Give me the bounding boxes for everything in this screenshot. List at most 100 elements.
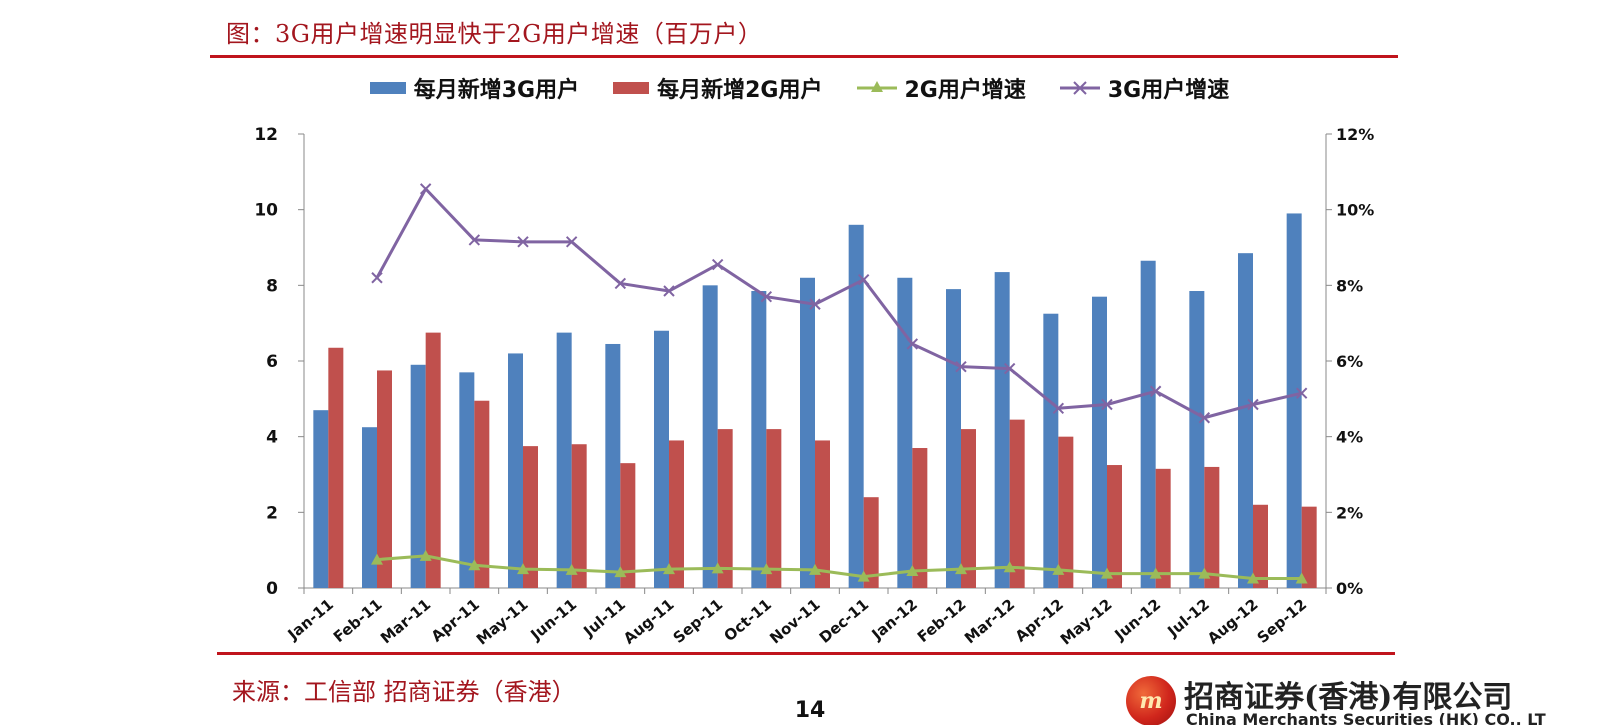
- bar-3g-new-users: [897, 277, 913, 588]
- marker-2g-growth: [955, 563, 967, 575]
- y-right-tick-label: 10%: [1336, 201, 1374, 220]
- x-tick-label: Jun-12: [1110, 595, 1164, 644]
- y-left-tick-label: 12: [254, 125, 278, 145]
- legend-label-2g-bar: 每月新增2G用户: [657, 78, 823, 103]
- x-tick-label: Feb-11: [330, 595, 386, 646]
- marker-3g-growth: [809, 298, 821, 310]
- bar-2g-new-users: [1058, 436, 1074, 588]
- y-right-tick-label: 2%: [1336, 503, 1363, 522]
- x-tick-label: Mar-11: [377, 595, 434, 647]
- bar-3g-new-users: [1238, 253, 1253, 589]
- bar-2g-new-users: [815, 440, 830, 588]
- marker-2g-growth: [565, 563, 578, 575]
- bar-3g-new-users: [848, 224, 864, 589]
- marker-3g-growth: [760, 290, 773, 303]
- footer-divider: [217, 652, 1395, 655]
- x-tick-label: May-11: [473, 595, 532, 648]
- combo-chart: 0246810120%2%4%6%8%10%12%Jan-11Feb-11Mar…: [254, 125, 1374, 649]
- y-left-tick-label: 4: [266, 428, 278, 448]
- legend-swatch-3g-bar: [369, 82, 406, 94]
- bar-3g-new-users: [1092, 296, 1107, 588]
- page-number: 14: [794, 698, 826, 723]
- figure-title: 图：3G用户增速明显快于2G用户增速（百万户）: [226, 20, 763, 48]
- legend-swatch-3g-line: [1059, 81, 1100, 95]
- marker-2g-growth: [614, 566, 627, 578]
- bar-3g-new-users: [508, 353, 523, 588]
- marker-3g-growth: [468, 234, 481, 246]
- x-tick-label: Feb-12: [914, 595, 970, 646]
- marker-2g-growth: [906, 564, 919, 576]
- bar-2g-new-users: [912, 448, 928, 588]
- bar-3g-new-users: [1140, 260, 1156, 588]
- y-right-tick-label: 8%: [1336, 276, 1363, 295]
- bar-2g-new-users: [863, 497, 879, 588]
- brand-name-en: China Merchants Securities (HK) CO., LTD…: [1186, 710, 1546, 725]
- y-left-tick-label: 0: [266, 579, 278, 599]
- bar-2g-new-users: [961, 429, 976, 588]
- marker-2g-growth: [663, 563, 675, 575]
- legend-item-2g-line: 2G用户增速: [856, 72, 1026, 104]
- line-3g-growth: [375, 187, 1303, 420]
- marker-2g-growth: [371, 553, 383, 565]
- x-tick-label: Jan-11: [284, 595, 337, 644]
- bar-2g-new-users: [1253, 504, 1268, 588]
- marker-2g-growth: [760, 563, 773, 575]
- marker-3g-growth: [1101, 398, 1113, 411]
- bar-3g-new-users: [946, 289, 961, 588]
- marker-3g-growth: [1003, 362, 1016, 375]
- marker-3g-growth: [906, 338, 919, 350]
- y-right-tick-label: 12%: [1336, 125, 1374, 144]
- bar-3g-new-users: [556, 332, 572, 588]
- bar-2g-new-users: [717, 429, 733, 588]
- bar-2g-new-users: [669, 440, 684, 588]
- bar-2g-new-users: [523, 446, 538, 588]
- legend-label-2g-line: 2G用户增速: [904, 78, 1026, 103]
- bar-3g-new-users: [654, 330, 669, 588]
- x-tick-label: Aug-12: [1204, 595, 1262, 647]
- y-left-tick-label: 8: [266, 276, 278, 296]
- x-tick-label: Dec-11: [816, 595, 872, 646]
- marker-3g-growth: [614, 277, 627, 290]
- y-left-tick-label: 6: [266, 352, 278, 372]
- x-tick-label: Jan-12: [868, 595, 921, 644]
- legend-item-3g-line: 3G用户增速: [1059, 72, 1230, 104]
- marker-3g-growth: [1149, 385, 1162, 397]
- y-right-tick-label: 4%: [1336, 428, 1363, 447]
- bar-3g-new-users: [459, 372, 475, 588]
- legend-swatch-2g-line: [856, 81, 897, 92]
- bar-3g-new-users: [605, 343, 621, 588]
- marker-2g-growth: [1295, 572, 1308, 584]
- marker-3g-growth: [711, 258, 724, 271]
- marker-2g-growth: [857, 570, 870, 582]
- x-tick-label: Oct-11: [720, 595, 774, 645]
- brand-block: m 招商证券(香港)有限公司 China Merchants Securitie…: [1126, 672, 1546, 725]
- y-right-tick-label: 6%: [1336, 352, 1363, 371]
- brand-logo-icon: m: [1126, 676, 1176, 725]
- bar-2g-new-users: [474, 400, 490, 588]
- marker-3g-growth: [419, 183, 432, 195]
- bar-2g-new-users: [620, 463, 636, 588]
- bar-2g-new-users: [1301, 506, 1317, 588]
- marker-3g-growth: [663, 285, 675, 297]
- y-left-tick-label: 2: [266, 503, 278, 523]
- marker-2g-growth: [1052, 563, 1065, 575]
- bar-2g-new-users: [1204, 466, 1220, 588]
- bar-2g-new-users: [328, 347, 344, 588]
- bar-2g-new-users: [1155, 468, 1171, 588]
- x-tick-label: Jun-11: [526, 595, 580, 644]
- marker-3g-growth: [1295, 387, 1308, 399]
- bar-3g-new-users: [362, 427, 377, 588]
- marker-3g-growth: [1198, 412, 1211, 424]
- legend-label-3g-bar: 每月新增3G用户: [413, 78, 580, 103]
- bar-3g-new-users: [1043, 313, 1059, 588]
- marker-2g-growth: [1198, 567, 1211, 579]
- legend-label-3g-line: 3G用户增速: [1107, 78, 1230, 103]
- bar-3g-new-users: [800, 277, 815, 588]
- bar-3g-new-users: [994, 272, 1010, 588]
- marker-3g-growth: [1247, 398, 1259, 411]
- marker-2g-growth: [1149, 567, 1162, 579]
- marker-3g-growth: [517, 236, 529, 248]
- x-tick-label: Sep-11: [670, 595, 727, 647]
- x-tick-label: Aug-11: [620, 595, 678, 647]
- bar-3g-new-users: [1286, 213, 1302, 588]
